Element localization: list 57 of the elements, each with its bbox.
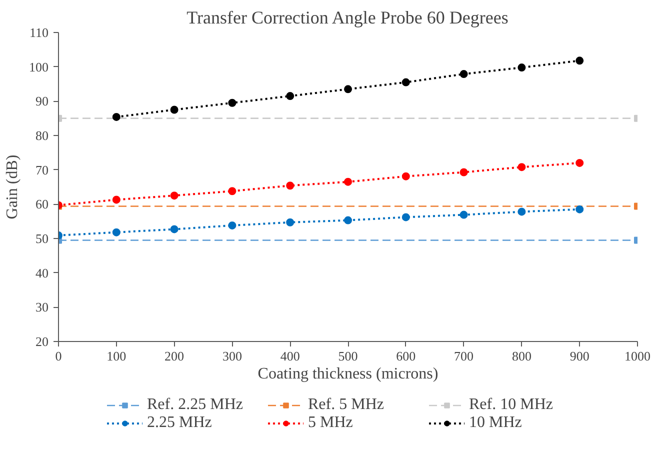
point: [576, 205, 584, 214]
point: [170, 106, 178, 114]
x-tick-label: 500: [338, 348, 358, 364]
point: [286, 182, 294, 190]
legend-label: 5 MHz: [308, 414, 354, 432]
y-tick-label: 50: [36, 231, 48, 246]
y-tick-label: 90: [36, 94, 48, 109]
point: [402, 172, 410, 180]
y-axis-title: Gain (dB): [4, 154, 21, 220]
point: [228, 187, 236, 196]
x-tick-label: 600: [396, 348, 416, 364]
y-tick-label: 110: [29, 25, 49, 40]
point: [518, 64, 526, 72]
y-tick-label: 20: [36, 334, 48, 349]
point: [286, 218, 294, 226]
x-tick-label: 100: [106, 348, 126, 364]
point: [112, 228, 120, 236]
legend-label: Ref. 5 MHz: [308, 396, 385, 414]
y-tick-label: 100: [29, 59, 48, 74]
point: [228, 221, 236, 230]
x-tick-label: 200: [164, 348, 184, 364]
x-tick-label: 700: [454, 348, 474, 364]
point: [344, 85, 352, 94]
y-tick-label: 80: [36, 128, 48, 143]
point: [344, 178, 352, 186]
point: [112, 196, 120, 204]
point: [402, 213, 410, 222]
x-tick-label: 1000: [624, 348, 650, 364]
point: [460, 70, 468, 78]
y-tick-label: 60: [36, 196, 48, 212]
point: [344, 216, 352, 224]
point: [170, 225, 178, 234]
chart-title: Transfer Correction Angle Probe 60 Degrees: [186, 8, 508, 28]
x-tick-label: 0: [55, 348, 62, 364]
legend-label: Ref. 2.25 MHz: [147, 396, 244, 414]
y-tick-label: 30: [36, 300, 48, 315]
y-tick-label: 70: [36, 162, 48, 178]
point: [518, 208, 526, 216]
point: [112, 112, 120, 121]
point: [460, 210, 468, 219]
legend-label: 10 MHz: [469, 414, 523, 432]
point: [576, 158, 584, 167]
point: [170, 192, 178, 200]
point: [228, 98, 236, 107]
point: [518, 163, 526, 172]
point: [460, 168, 468, 176]
point: [576, 56, 584, 65]
x-tick-label: 800: [512, 348, 532, 364]
x-tick-label: 900: [570, 348, 590, 364]
legend-label: Ref. 10 MHz: [469, 396, 554, 414]
legend-label: 2.25 MHz: [147, 414, 213, 432]
point: [286, 92, 294, 100]
x-tick-label: 400: [280, 348, 300, 364]
x-axis-title: Coating thickness (microns): [258, 366, 438, 382]
point: [402, 78, 410, 86]
x-tick-label: 300: [222, 348, 242, 364]
y-tick-label: 40: [36, 265, 48, 280]
